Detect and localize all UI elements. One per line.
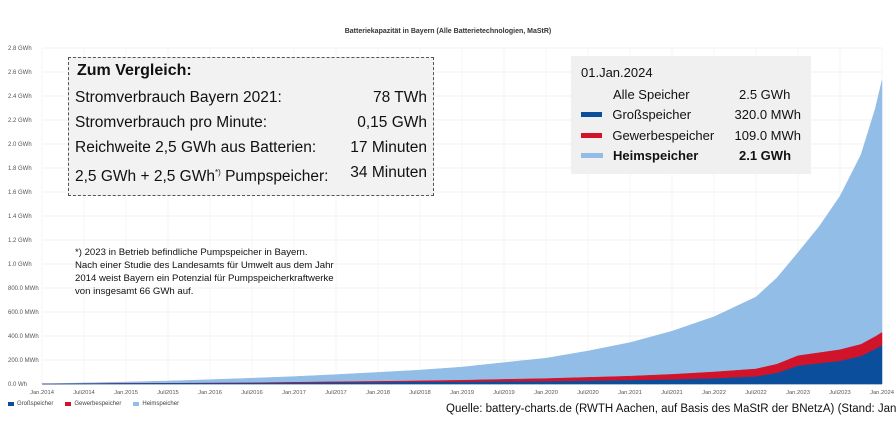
area-layer xyxy=(41,80,883,385)
y-tick-label: 0.0 Wh xyxy=(8,382,27,388)
info-swatch xyxy=(581,153,603,159)
x-tick-label: Juli2022 xyxy=(745,390,767,396)
comparison-value: 34 Minuten xyxy=(350,164,427,181)
info-value: 109.0 MWh xyxy=(734,127,801,143)
comparison-value: 17 Minuten xyxy=(350,139,427,156)
y-tick-label: 400.0 MWh xyxy=(8,334,39,340)
y-axis-ticks: 0.0 Wh 200.0 MWh 400.0 MWh 600.0 MWh 800.0 M… xyxy=(8,46,39,388)
footnote-marker: *) xyxy=(214,168,221,177)
info-box: 01.Jan.2024 Alle Speicher 2.5 GWh Großsp… xyxy=(571,56,811,174)
y-tick-label: 600.0 MWh xyxy=(8,310,39,316)
chart-title: Batteriekapazität in Bayern (Alle Batter… xyxy=(345,28,552,35)
x-tick-label: Juli2023 xyxy=(829,390,851,396)
x-tick-label: Jan.2014 xyxy=(30,390,55,396)
info-row: Gewerbespeicher 109.0 MWh xyxy=(581,125,801,146)
y-tick-label: 2.8 GWh xyxy=(8,46,32,52)
legend: Großspeicher Gewerbespeicher Heimspeiche… xyxy=(8,401,191,407)
x-tick-label: Juli2020 xyxy=(577,390,599,396)
info-swatch xyxy=(581,112,603,118)
comparison-label-pre: 2,5 GWh + 2,5 GWh xyxy=(75,168,215,186)
legend-label: Heimspeicher xyxy=(142,401,180,407)
x-axis-ticks: Jan.2014 Juli2014 Jan.2015 Juli2015 Jan.2016… xyxy=(30,390,895,396)
x-tick-label: Jan.2023 xyxy=(786,390,810,396)
y-tick-label: 2.6 GWh xyxy=(8,70,32,76)
x-tick-label: Juli2019 xyxy=(493,390,515,396)
x-tick-label: Jan.2018 xyxy=(366,390,390,396)
x-tick-label: Jan.2022 xyxy=(702,390,726,396)
y-tick-label: 1.4 GWh xyxy=(8,214,32,220)
x-tick-label: Juli2016 xyxy=(241,390,263,396)
x-tick-label: Jan.2020 xyxy=(534,390,558,396)
info-name: Gewerbespeicher xyxy=(612,127,715,143)
area-großspeicher xyxy=(41,345,883,385)
x-tick-label: Juli2018 xyxy=(409,390,431,396)
comparison-value: 0,15 GWh xyxy=(357,114,427,131)
comparison-row: Reichweite 2,5 GWh aus Batterien: 17 Min… xyxy=(75,135,427,160)
info-value: 320.0 MWh xyxy=(734,107,801,123)
legend-label: Gewerbespeicher xyxy=(74,401,122,407)
info-row: Alle Speicher 2.5 GWh xyxy=(581,84,801,105)
comparison-title: Zum Vergleich: xyxy=(77,62,192,79)
info-name: Großspeicher xyxy=(612,107,692,123)
info-swatch xyxy=(581,132,603,138)
footnote-line: Nach einer Studie des Landesamts für Umw… xyxy=(75,260,334,271)
info-name: Alle Speicher xyxy=(613,86,690,102)
x-tick-label: Jan.2015 xyxy=(114,390,138,396)
footnote: *) 2023 in Betrieb befindliche Pumpspeic… xyxy=(75,246,375,298)
info-value: 2.5 GWh xyxy=(739,86,791,102)
x-tick-label: Juli2017 xyxy=(325,390,347,396)
x-tick-label: Juli2021 xyxy=(661,390,683,396)
x-tick-label: Jan.2024 xyxy=(870,390,895,396)
comparison-row: Stromverbrauch pro Minute: 0,15 GWh xyxy=(75,110,427,135)
comparison-label: 2,5 GWh + 2,5 GWh*) Pumpspeicher: xyxy=(75,160,328,185)
info-swatch xyxy=(581,92,603,97)
comparison-row: 2,5 GWh + 2,5 GWh*) Pumpspeicher: 34 Min… xyxy=(75,160,427,185)
y-tick-label: 2.2 GWh xyxy=(8,118,32,124)
y-tick-label: 200.0 MWh xyxy=(8,358,39,364)
legend-item[interactable]: Großspeicher xyxy=(8,401,53,407)
x-tick-label: Jan.2017 xyxy=(282,390,306,396)
legend-swatch xyxy=(133,402,140,406)
legend-item[interactable]: Gewerbespeicher xyxy=(65,401,121,407)
comparison-row: Stromverbrauch Bayern 2021: 78 TWh xyxy=(75,85,427,110)
info-value: 2.1 GWh xyxy=(739,148,792,164)
info-row: Großspeicher 320.0 MWh xyxy=(581,105,801,126)
source-note: Quelle: battery-charts.de (RWTH Aachen, … xyxy=(446,403,896,415)
y-tick-label: 2.0 GWh xyxy=(8,142,32,148)
y-tick-label: 1.8 GWh xyxy=(8,166,32,172)
comparison-value: 78 TWh xyxy=(373,89,427,106)
info-date: 01.Jan.2024 xyxy=(581,65,653,80)
comparison-box: Zum Vergleich: Stromverbrauch Bayern 202… xyxy=(68,57,434,196)
y-tick-label: 2.4 GWh xyxy=(8,94,32,100)
y-tick-label: 1.2 GWh xyxy=(8,238,32,244)
legend-swatch xyxy=(65,402,72,406)
legend-swatch xyxy=(8,402,14,406)
y-tick-label: 800.0 MWh xyxy=(8,286,39,292)
comparison-label-post: Pumpspeicher: xyxy=(220,168,329,186)
info-row: Heimspeicher 2.1 GWh xyxy=(581,146,801,167)
footnote-line: von insgesamt 66 GWh auf. xyxy=(75,286,194,297)
y-tick-label: 1.6 GWh xyxy=(8,190,32,196)
footnote-line: 2014 weist Bayern ein Potenzial für Pump… xyxy=(75,273,334,284)
x-tick-label: Juli2014 xyxy=(73,390,95,396)
comparison-label: Stromverbrauch Bayern 2021: xyxy=(75,89,282,106)
comparison-label: Stromverbrauch pro Minute: xyxy=(75,114,268,131)
x-tick-label: Juli2015 xyxy=(157,390,179,396)
legend-label: Großspeicher xyxy=(17,401,54,407)
x-tick-label: Jan.2021 xyxy=(618,390,642,396)
legend-item[interactable]: Heimspeicher xyxy=(133,401,179,407)
footnote-line: *) 2023 in Betrieb befindliche Pumpspeic… xyxy=(75,247,308,258)
comparison-label: Reichweite 2,5 GWh aus Batterien: xyxy=(75,139,317,156)
info-name: Heimspeicher xyxy=(613,148,699,164)
x-tick-label: Jan.2019 xyxy=(450,390,474,396)
x-tick-label: Jan.2016 xyxy=(198,390,222,396)
y-tick-label: 1.0 GWh xyxy=(8,262,32,268)
